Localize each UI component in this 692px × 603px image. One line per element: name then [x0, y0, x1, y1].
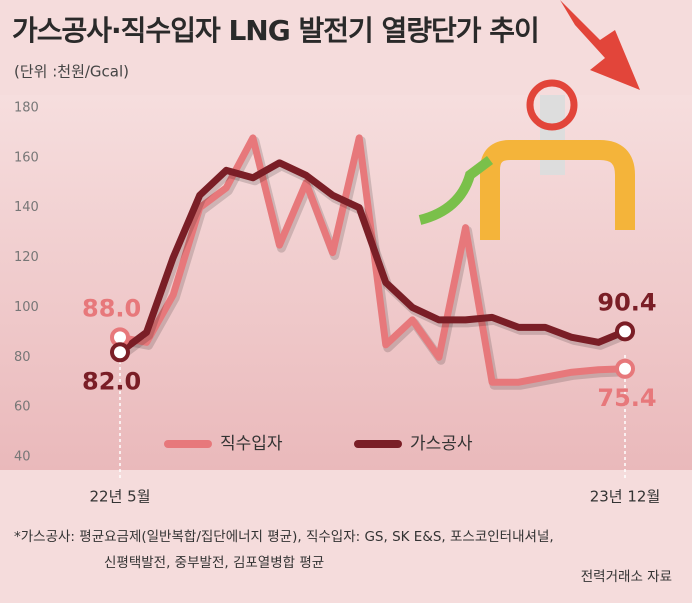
- chart-subtitle: (단위 :천원/Gcal): [14, 63, 129, 81]
- y-tick-label: 140: [14, 200, 39, 215]
- value-label: 88.0: [82, 294, 141, 322]
- legend-label: 가스공사: [410, 434, 473, 454]
- point-marker: [615, 321, 635, 342]
- value-label: 90.4: [597, 288, 656, 316]
- y-tick-label: 180: [14, 101, 39, 116]
- y-tick-label: 40: [14, 450, 31, 465]
- footnote: 신평택발전, 중부발전, 김포열병합 평균: [104, 555, 324, 571]
- chart-title: 가스공사·직수입자 LNG 발전기 열량단가 추이: [12, 14, 539, 47]
- value-label: 75.4: [597, 384, 656, 412]
- y-tick-label: 60: [14, 400, 31, 415]
- value-label: 82.0: [82, 367, 141, 395]
- footnote: *가스공사: 평균요금제(일반복합/집단에너지 평균), 직수입자: GS, S…: [14, 529, 554, 545]
- y-tick-label: 100: [14, 300, 39, 315]
- y-tick-label: 160: [14, 150, 39, 165]
- x-tick-label: 23년 12월: [590, 488, 661, 506]
- series-line: [116, 159, 629, 356]
- point-marker: [615, 358, 635, 379]
- legend-label: 직수입자: [220, 434, 283, 454]
- x-tick-label: 22년 5월: [90, 488, 151, 506]
- source: 전력거래소 자료: [581, 569, 672, 585]
- y-tick-label: 80: [14, 350, 31, 365]
- decoration: [418, 0, 640, 240]
- point-marker: [110, 342, 130, 363]
- y-tick-label: 120: [14, 250, 39, 265]
